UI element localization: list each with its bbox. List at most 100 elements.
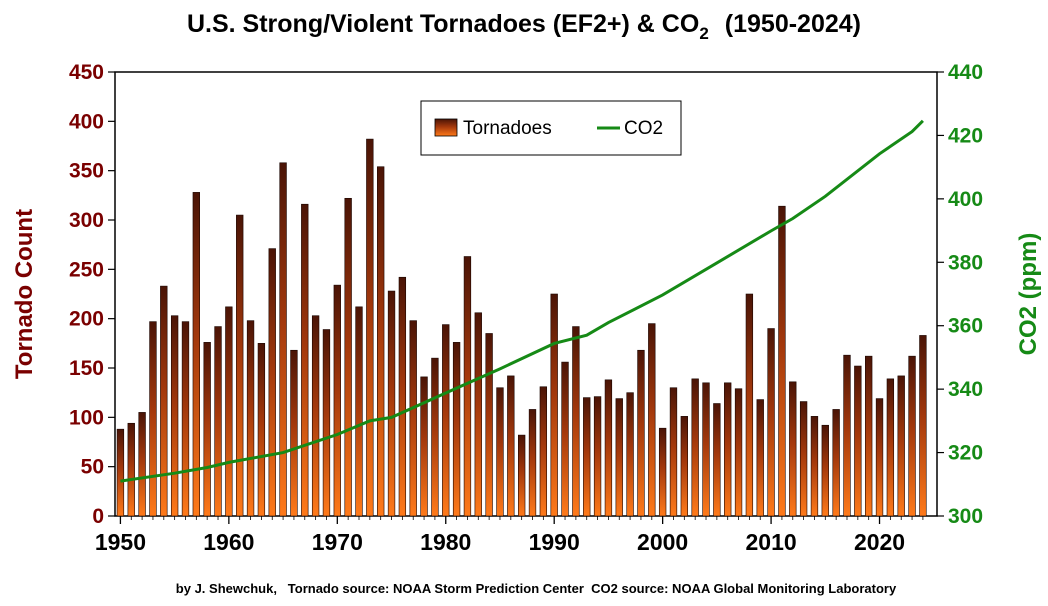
right-axis-title: CO2 (ppm) [1015,233,1042,356]
bar-1974 [377,166,385,517]
bar-1990 [550,293,558,517]
x-tick-label-2000: 2000 [637,529,688,555]
bar-1960 [225,306,233,517]
bar-1956 [181,321,190,517]
bar-1959 [214,326,222,517]
x-tick-label-1950: 1950 [95,529,146,555]
bar-1977 [409,320,417,517]
bar-2012 [789,381,797,517]
bar-2008 [745,293,754,517]
bar-1973 [366,138,374,517]
bar-1983 [474,312,482,517]
right-tick-label-340: 340 [948,378,983,401]
left-tick-label-100: 100 [69,406,104,429]
bar-2006 [724,382,732,517]
left-axis-title: Tornado Count [11,209,38,379]
bar-1964 [268,248,276,517]
bar-2015 [821,424,829,517]
bar-1999 [648,323,656,517]
bar-1966 [290,349,298,517]
bar-2013 [799,401,808,517]
bar-2020 [875,398,884,517]
bar-1997 [626,392,634,517]
x-tick-label-1970: 1970 [312,529,363,555]
bar-1971 [344,197,352,517]
bar-1988 [528,409,537,517]
bar-1965 [279,162,287,517]
bar-1958 [203,342,211,517]
bar-1995 [604,379,613,517]
right-tick-label-380: 380 [948,251,983,274]
x-tick-label-2020: 2020 [854,529,905,555]
legend: Tornadoes CO2 [420,100,682,156]
right-tick-label-300: 300 [948,505,983,528]
bar-1991 [561,361,569,517]
left-tick-label-200: 200 [69,308,104,331]
x-tick-label-1960: 1960 [203,529,254,555]
bar-1969 [322,329,331,517]
bar-1994 [593,396,602,517]
bar-1979 [431,357,439,517]
bar-2014 [810,416,819,517]
bar-1987 [517,434,526,517]
legend-box [420,100,682,156]
bar-1952 [138,412,146,517]
bar-2004 [702,382,710,517]
legend-label-tornadoes: Tornadoes [463,118,552,139]
left-axis-ticks: 0 50 100 150 200 250 300 350 400 450 [69,61,115,528]
legend-swatch-tornadoes [434,118,458,137]
left-tick-label-400: 400 [69,110,104,133]
bar-2024 [919,335,927,517]
legend-label-co2: CO2 [624,118,663,139]
bar-2017 [843,354,851,517]
bar-1984 [485,333,493,517]
plot-area [114,71,938,517]
bar-1975 [387,290,396,517]
bar-1972 [355,306,363,517]
bar-2001 [669,387,678,517]
bar-1998 [637,349,645,517]
left-tick-label-250: 250 [69,258,104,281]
left-tick-label-0: 0 [92,505,104,528]
bar-1980 [442,324,450,517]
bar-2011 [778,205,786,517]
chart-title-subscript: 2 [699,24,708,43]
bar-2021 [886,378,895,517]
bar-1989 [539,386,548,517]
right-tick-label-320: 320 [948,442,983,465]
bar-2002 [680,416,688,517]
bar-1982 [463,256,472,517]
bar-2003 [691,378,699,517]
left-tick-label-50: 50 [81,456,104,479]
chart-title-main: U.S. Strong/Violent Tornadoes (EF2+) & C… [187,10,699,38]
bar-2009 [756,399,764,517]
bar-1962 [246,320,255,517]
bar-1976 [398,276,407,517]
x-tick-label-2010: 2010 [745,529,796,555]
bar-2019 [865,355,873,517]
bar-2022 [897,375,905,517]
left-tick-label-350: 350 [69,160,104,183]
bar-1986 [507,375,515,517]
bar-1978 [420,376,428,517]
bar-2016 [832,409,840,517]
bar-2007 [734,388,743,517]
bar-1985 [496,387,504,517]
x-tick-label-1990: 1990 [529,529,580,555]
right-tick-label-420: 420 [948,124,983,147]
bar-1953 [149,321,157,517]
bar-1993 [583,397,591,517]
chart-title-years: (1950-2024) [725,10,861,38]
bar-2005 [713,403,721,517]
bar-1970 [333,284,341,517]
line-series-co2 [120,119,924,483]
left-tick-label-300: 300 [69,209,104,232]
bar-1961 [236,214,244,517]
bar-2010 [767,328,775,517]
bar-1950 [116,428,125,517]
credit-line: by J. Shewchuk, Tornado source: NOAA Sto… [176,581,897,596]
right-tick-label-440: 440 [948,61,983,84]
bar-1955 [170,315,179,517]
bar-1992 [572,326,580,517]
